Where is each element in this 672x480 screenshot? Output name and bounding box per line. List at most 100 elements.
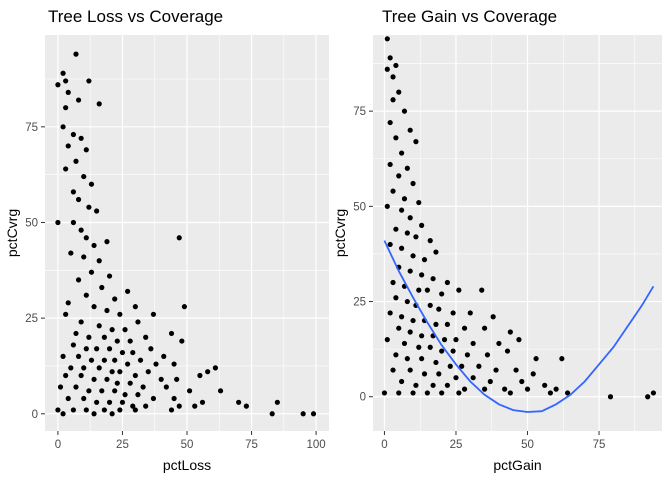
data-point xyxy=(421,257,428,263)
data-point xyxy=(75,277,82,283)
data-point xyxy=(407,367,413,373)
data-point xyxy=(399,207,405,213)
data-point xyxy=(447,363,453,369)
data-point xyxy=(401,108,408,114)
data-point xyxy=(63,166,69,172)
data-point xyxy=(430,276,436,282)
data-point xyxy=(416,199,422,206)
data-point xyxy=(70,219,76,226)
data-point xyxy=(419,222,425,228)
data-point xyxy=(109,327,115,333)
data-point xyxy=(519,378,525,385)
data-point xyxy=(73,330,79,337)
data-point xyxy=(78,372,84,379)
data-point xyxy=(60,70,66,76)
data-point xyxy=(176,235,182,241)
data-point xyxy=(86,334,92,340)
data-point xyxy=(125,288,131,294)
y-tick-label: 50 xyxy=(25,217,38,229)
data-point xyxy=(63,105,69,111)
data-point xyxy=(168,330,175,337)
data-point xyxy=(481,386,488,392)
data-point xyxy=(91,304,97,310)
tree-gain-plot: 0 25 50 75 0 25 50 75 Tree Gain vs Coverage pctGa… xyxy=(332,7,662,473)
data-point xyxy=(564,390,571,396)
data-point xyxy=(439,390,445,396)
data-point xyxy=(174,376,180,382)
data-point xyxy=(410,317,416,324)
data-point xyxy=(410,253,416,259)
y-tick-label: 25 xyxy=(353,297,366,309)
points-layer xyxy=(381,36,657,413)
data-point xyxy=(479,287,485,293)
data-point xyxy=(91,242,97,249)
data-point xyxy=(524,386,531,392)
data-point xyxy=(493,367,499,373)
data-point xyxy=(212,365,218,371)
y-tick-label: 25 xyxy=(25,313,38,325)
data-point xyxy=(60,124,66,130)
data-point xyxy=(94,208,100,214)
data-point xyxy=(81,395,87,402)
data-point xyxy=(502,386,508,392)
data-point xyxy=(393,295,399,301)
data-point xyxy=(439,291,445,297)
data-point xyxy=(650,390,657,396)
data-point xyxy=(453,337,459,343)
data-point xyxy=(148,346,154,352)
data-point xyxy=(135,392,141,398)
data-point xyxy=(487,378,493,385)
data-point xyxy=(424,390,430,396)
data-point xyxy=(106,399,113,405)
data-point xyxy=(81,173,87,180)
data-point xyxy=(410,390,416,396)
data-point xyxy=(94,399,100,405)
data-point xyxy=(109,369,115,375)
data-point xyxy=(192,403,198,409)
data-point xyxy=(117,369,123,375)
data-point xyxy=(55,407,61,413)
data-point xyxy=(484,352,491,358)
tree-loss-plot: 0 25 50 75 100 0 25 50 75 Tree Loss vs Coverage pc… xyxy=(4,7,329,473)
data-point xyxy=(393,62,399,69)
data-point xyxy=(459,363,465,369)
data-point xyxy=(381,390,388,396)
data-point xyxy=(78,135,84,141)
data-point xyxy=(504,348,511,354)
y-tick-label: 75 xyxy=(25,122,38,134)
data-point xyxy=(63,311,69,317)
data-point xyxy=(68,250,74,256)
data-point xyxy=(419,272,425,278)
data-point xyxy=(96,101,102,107)
data-point xyxy=(96,365,102,371)
data-point xyxy=(243,403,249,409)
data-point xyxy=(399,314,405,320)
data-point xyxy=(439,348,445,354)
data-point xyxy=(430,382,436,388)
data-point xyxy=(236,399,242,405)
x-tick-label: 50 xyxy=(521,439,534,451)
data-point xyxy=(63,78,69,84)
data-point xyxy=(104,376,110,382)
data-point xyxy=(533,356,539,362)
data-point xyxy=(55,219,61,226)
data-point xyxy=(112,388,118,394)
data-point xyxy=(547,390,554,396)
data-point xyxy=(75,353,82,359)
data-point xyxy=(132,304,138,310)
data-point xyxy=(94,346,100,352)
data-point xyxy=(104,239,110,245)
data-point xyxy=(476,363,482,369)
data-point xyxy=(507,329,513,335)
data-point xyxy=(106,273,113,279)
data-point xyxy=(122,327,128,333)
data-point xyxy=(78,319,84,325)
data-point xyxy=(310,411,317,417)
data-point xyxy=(86,78,92,84)
data-point xyxy=(140,384,146,390)
y-axis-label: pctCvrg xyxy=(4,209,20,257)
data-point xyxy=(57,384,64,390)
data-point xyxy=(401,340,408,347)
data-point xyxy=(410,180,416,187)
